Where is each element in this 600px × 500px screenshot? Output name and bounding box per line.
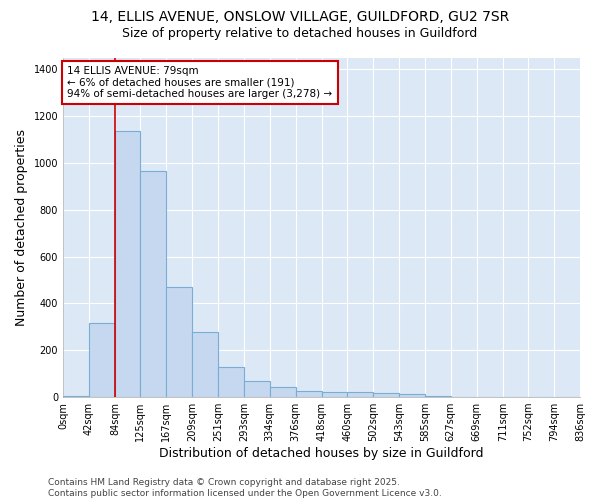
Y-axis label: Number of detached properties: Number of detached properties bbox=[15, 129, 28, 326]
Text: 14, ELLIS AVENUE, ONSLOW VILLAGE, GUILDFORD, GU2 7SR: 14, ELLIS AVENUE, ONSLOW VILLAGE, GUILDF… bbox=[91, 10, 509, 24]
Bar bbox=[140, 171, 166, 397]
Bar bbox=[269, 386, 296, 397]
Bar bbox=[399, 394, 425, 397]
Bar bbox=[425, 396, 451, 397]
Bar bbox=[322, 392, 347, 397]
Bar bbox=[218, 366, 244, 397]
X-axis label: Distribution of detached houses by size in Guildford: Distribution of detached houses by size … bbox=[159, 447, 484, 460]
Text: 14 ELLIS AVENUE: 79sqm
← 6% of detached houses are smaller (191)
94% of semi-det: 14 ELLIS AVENUE: 79sqm ← 6% of detached … bbox=[67, 66, 332, 99]
Bar bbox=[166, 287, 192, 397]
Bar bbox=[89, 324, 115, 397]
Bar bbox=[296, 390, 322, 397]
Bar bbox=[63, 396, 89, 397]
Bar bbox=[244, 381, 269, 397]
Bar bbox=[373, 393, 399, 397]
Text: Size of property relative to detached houses in Guildford: Size of property relative to detached ho… bbox=[122, 28, 478, 40]
Bar bbox=[192, 332, 218, 397]
Bar bbox=[115, 132, 140, 397]
Text: Contains HM Land Registry data © Crown copyright and database right 2025.
Contai: Contains HM Land Registry data © Crown c… bbox=[48, 478, 442, 498]
Bar bbox=[347, 392, 373, 397]
